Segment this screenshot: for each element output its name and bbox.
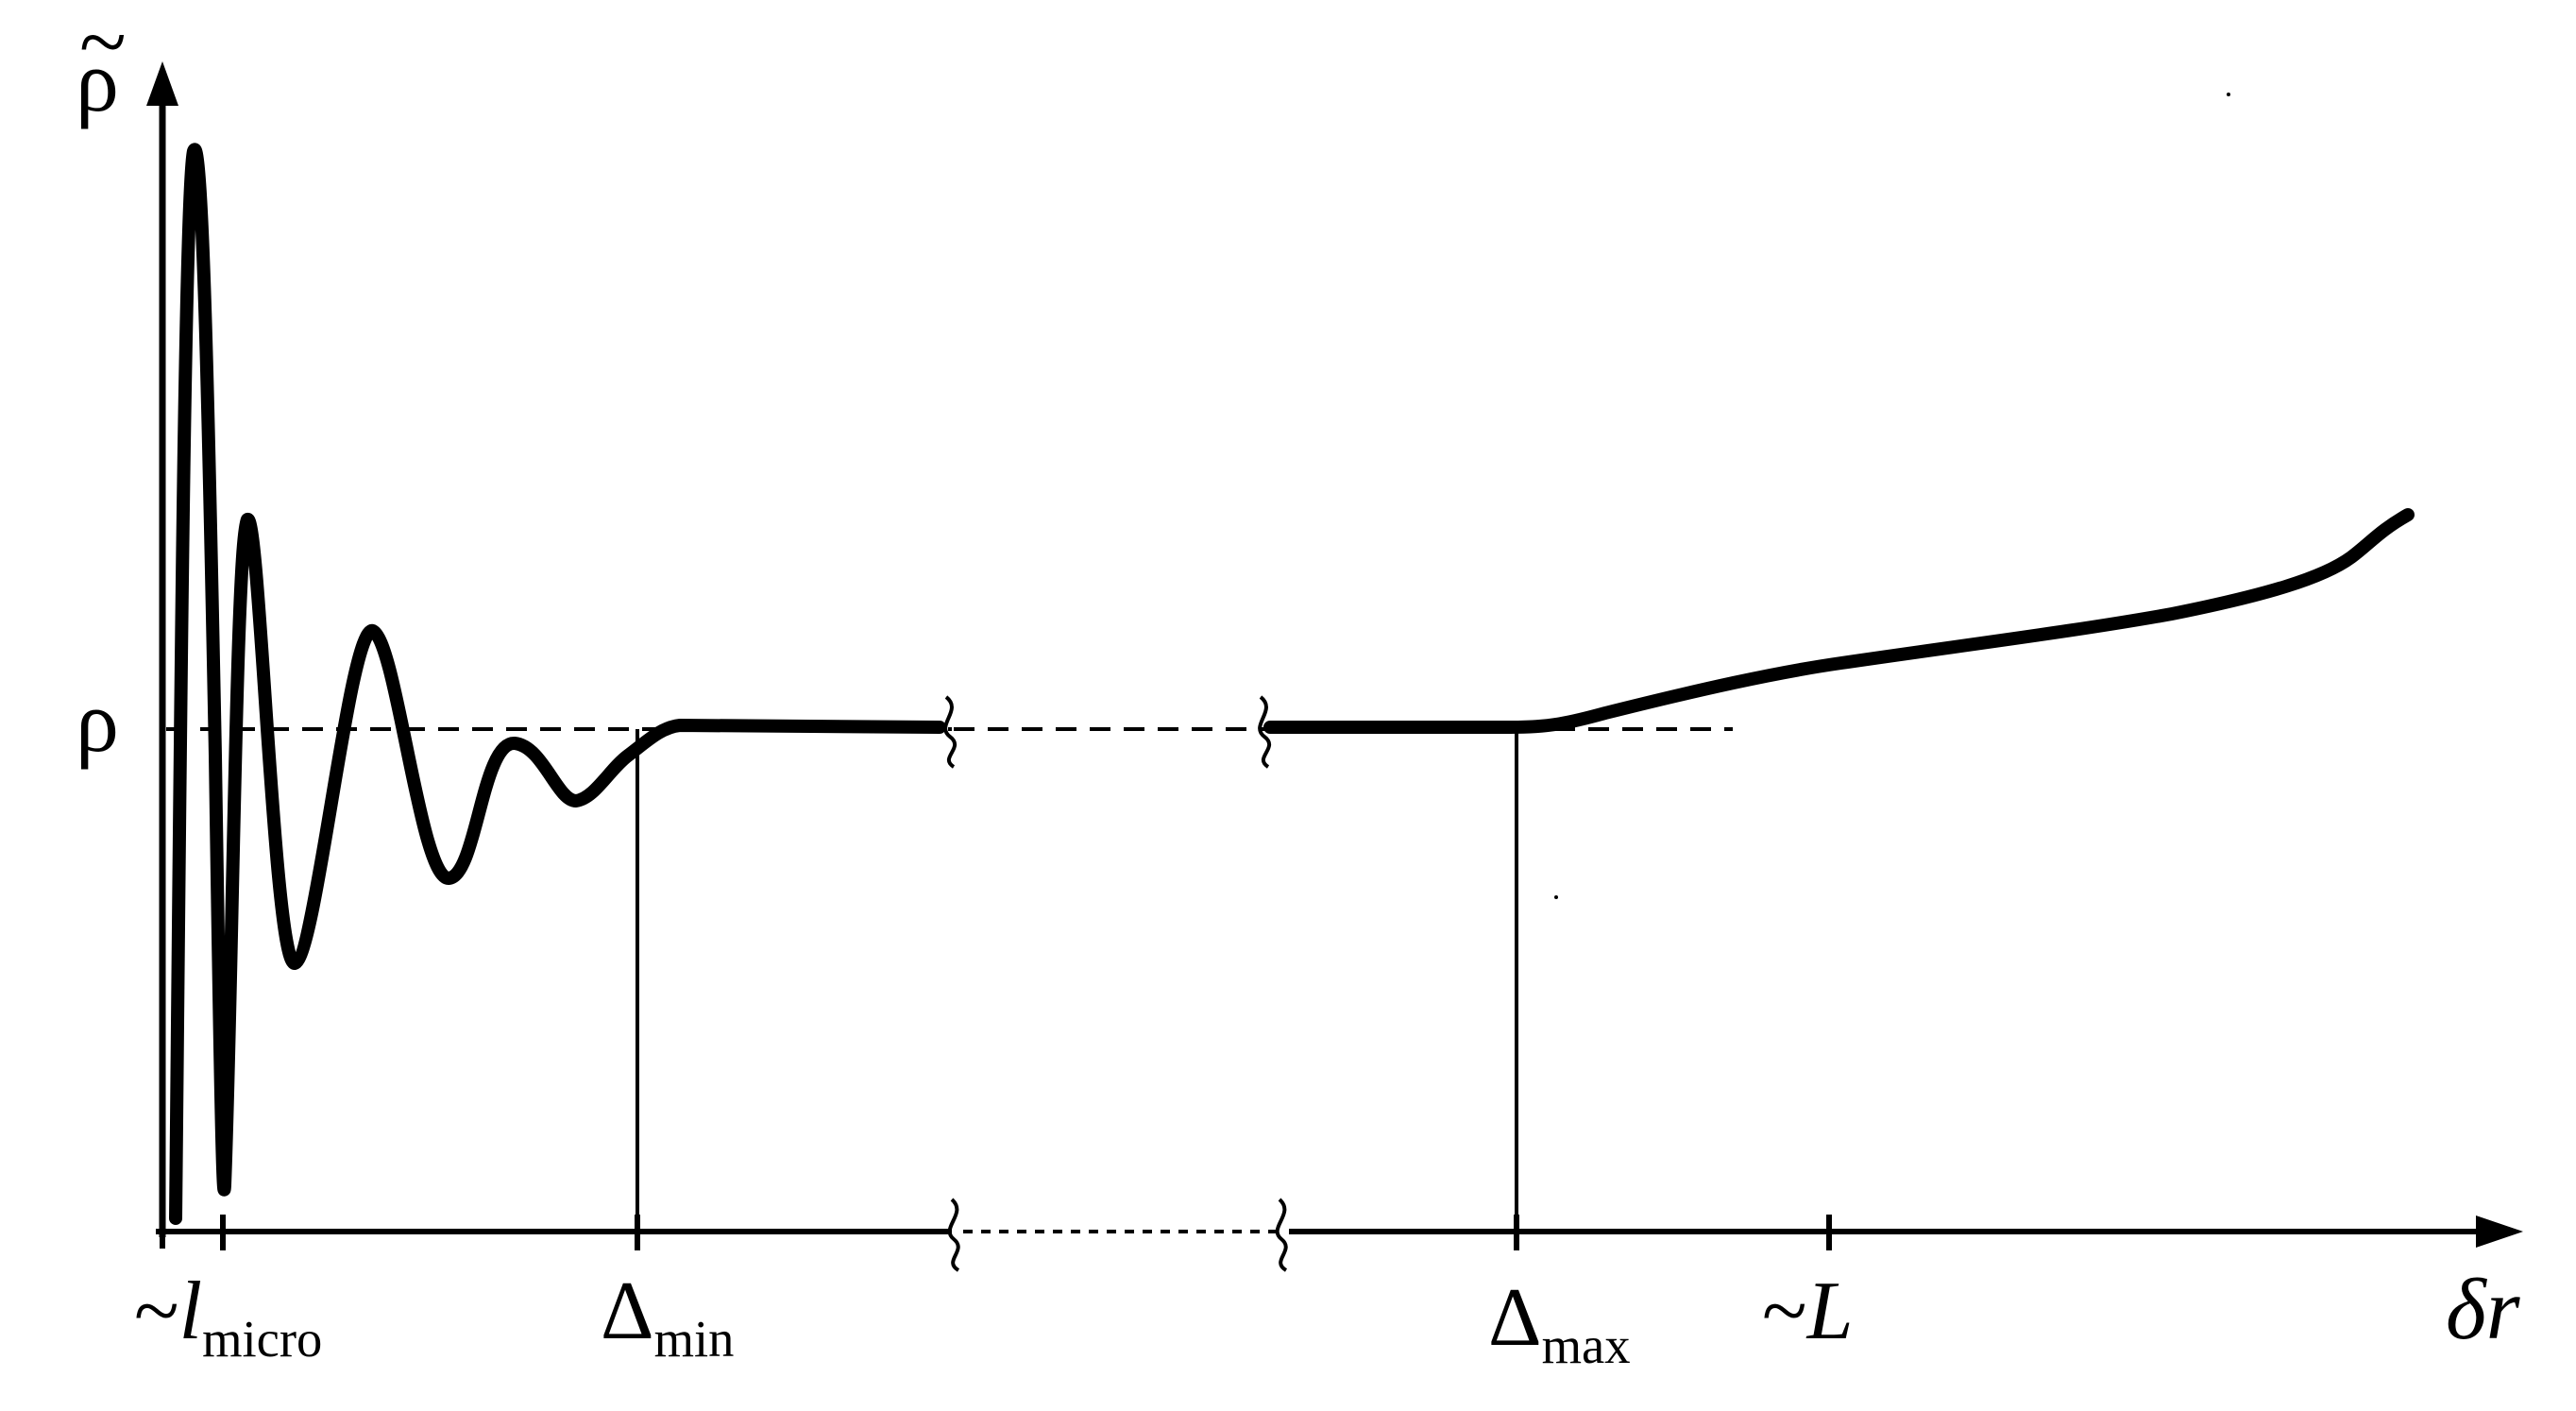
tick-label-dmax: Δmax bbox=[1488, 1277, 1631, 1372]
tick-label-symbol: Δ bbox=[601, 1266, 654, 1357]
tick-label-symbol: L bbox=[1806, 1266, 1854, 1357]
y-axis-arrow-icon bbox=[146, 61, 178, 106]
y-axis-symbol: ρ bbox=[76, 33, 119, 129]
axis-break-mark-left bbox=[947, 1198, 960, 1272]
reference-level-label: ρ bbox=[76, 673, 119, 770]
tick-label-dmin: Δmin bbox=[601, 1270, 734, 1366]
axis-break-mark-right bbox=[1275, 1198, 1288, 1272]
tick-label-subscript: max bbox=[1541, 1317, 1631, 1375]
curve-break-mark-left bbox=[943, 695, 958, 769]
correlation-curve-large-scale bbox=[1263, 508, 2415, 734]
tick-label-subscript: micro bbox=[202, 1310, 323, 1368]
tick-label-symbol: Δ bbox=[1488, 1272, 1542, 1364]
tick-label-prefix: ~ bbox=[134, 1266, 179, 1357]
curve-break-mark-right bbox=[1258, 695, 1272, 769]
stray-dot bbox=[2227, 93, 2230, 96]
tick-label-L: ~L bbox=[1762, 1270, 1854, 1353]
tick-label-subscript: min bbox=[653, 1310, 735, 1368]
tick-label-symbol: l bbox=[178, 1266, 203, 1357]
stray-dot bbox=[1554, 895, 1558, 899]
x-axis-arrow-icon bbox=[2476, 1216, 2523, 1248]
tick-label-prefix: ~ bbox=[1762, 1266, 1807, 1357]
correlation-curve-oscillation bbox=[169, 143, 946, 1225]
y-axis-tilde: ~ bbox=[79, 0, 127, 90]
y-axis-label: ~ ρ bbox=[76, 0, 127, 125]
tick-label-lmicro: ~lmicro bbox=[134, 1270, 322, 1366]
x-axis-label: δr bbox=[2446, 1261, 2520, 1357]
